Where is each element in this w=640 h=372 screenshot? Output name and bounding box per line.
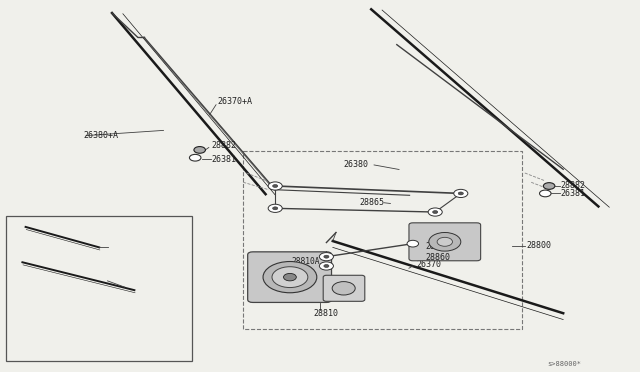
Text: ASSIST: ASSIST	[109, 245, 138, 254]
Circle shape	[428, 208, 442, 216]
Circle shape	[407, 240, 419, 247]
Text: 26370: 26370	[416, 260, 441, 269]
Circle shape	[189, 154, 201, 161]
Circle shape	[540, 190, 551, 197]
Text: 28810: 28810	[314, 309, 339, 318]
Circle shape	[324, 264, 329, 267]
Circle shape	[263, 262, 317, 293]
Text: 26380+A: 26380+A	[83, 131, 118, 140]
Text: 28860: 28860	[426, 253, 451, 262]
Circle shape	[319, 253, 333, 261]
Circle shape	[429, 232, 461, 251]
FancyBboxPatch shape	[323, 275, 365, 301]
Text: 26381: 26381	[211, 155, 236, 164]
Text: 28800: 28800	[526, 241, 551, 250]
Circle shape	[194, 147, 205, 153]
Text: s>88000*: s>88000*	[547, 361, 581, 367]
Text: 26373P: 26373P	[109, 239, 138, 248]
Circle shape	[433, 211, 438, 214]
Circle shape	[268, 204, 282, 212]
Text: DRIVER: DRIVER	[109, 279, 138, 288]
FancyBboxPatch shape	[6, 216, 192, 361]
Text: 26370+A: 26370+A	[218, 97, 253, 106]
Text: 26373M: 26373M	[109, 273, 138, 282]
Circle shape	[458, 192, 463, 195]
Text: 26380: 26380	[343, 160, 368, 169]
FancyBboxPatch shape	[248, 252, 332, 302]
Text: 26381: 26381	[561, 189, 586, 198]
Text: 28882: 28882	[211, 141, 236, 150]
Text: 28810A: 28810A	[426, 242, 454, 251]
Circle shape	[273, 185, 278, 187]
Circle shape	[272, 267, 308, 288]
Circle shape	[324, 255, 329, 258]
Circle shape	[268, 182, 282, 190]
FancyBboxPatch shape	[409, 223, 481, 261]
Text: 28810A: 28810A	[292, 257, 321, 266]
Text: 28865: 28865	[359, 198, 384, 207]
Circle shape	[284, 273, 296, 281]
Circle shape	[543, 183, 555, 189]
Circle shape	[332, 282, 355, 295]
Circle shape	[437, 237, 452, 246]
Circle shape	[454, 189, 468, 198]
Circle shape	[273, 207, 278, 210]
Circle shape	[319, 262, 333, 270]
Text: 28882: 28882	[561, 182, 586, 190]
Text: WIPER BLADE REFILLS: WIPER BLADE REFILLS	[16, 343, 104, 352]
